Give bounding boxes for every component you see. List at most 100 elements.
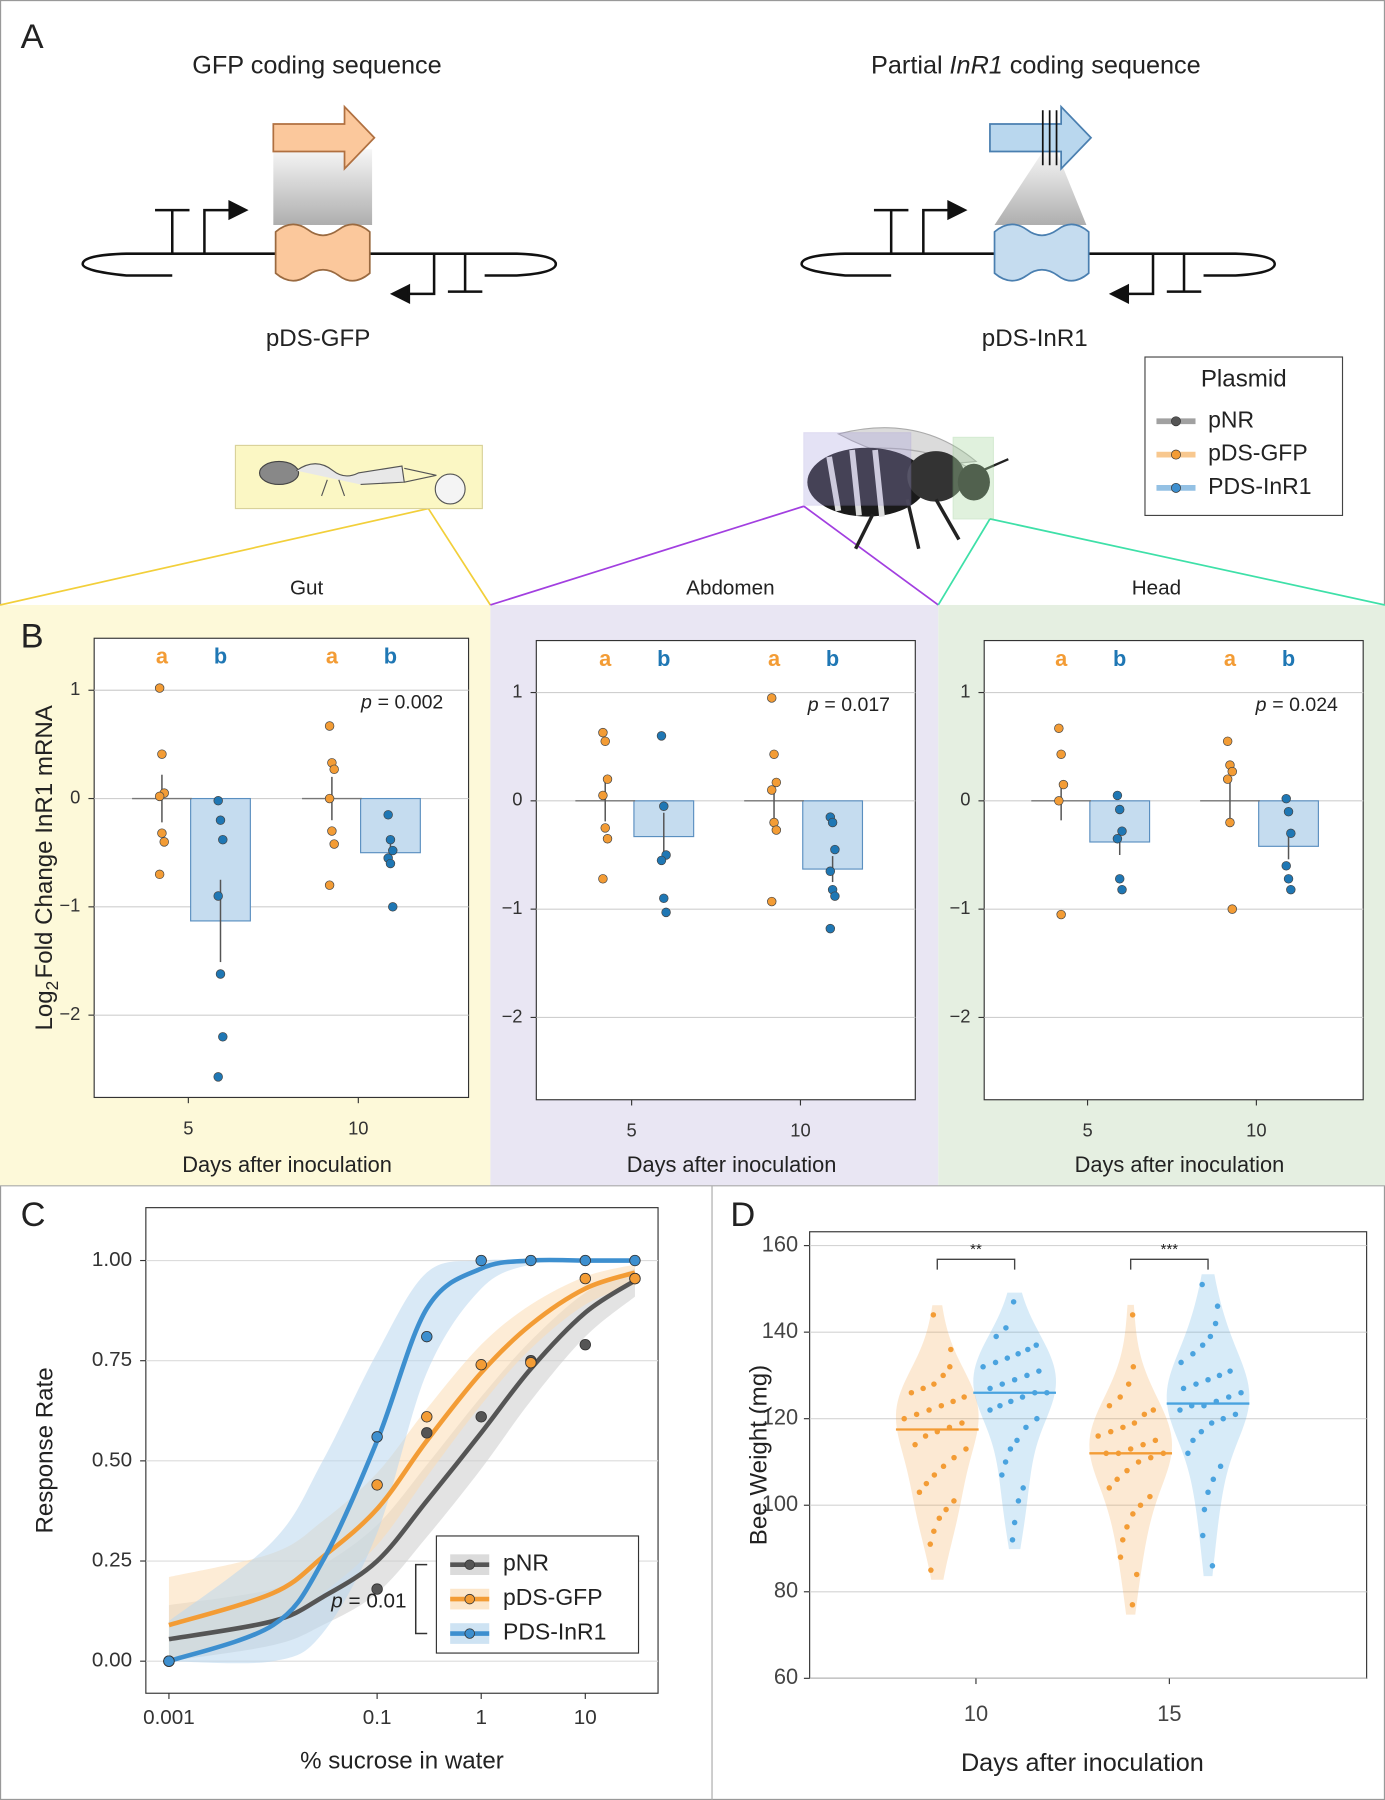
data-point (1209, 1563, 1216, 1569)
data-point (993, 1333, 999, 1340)
p-symbol: p (1255, 694, 1267, 716)
data-point (1212, 1320, 1219, 1327)
p-text: = 0.002 (378, 692, 444, 714)
data-point (980, 1364, 986, 1370)
data-point (1133, 1571, 1140, 1578)
significance-letter: b (826, 646, 839, 671)
data-point (157, 749, 167, 759)
data-point (1015, 1351, 1021, 1357)
data-point (827, 817, 838, 828)
p-value: p = 0.017 (807, 694, 890, 716)
significance-bracket (936, 1258, 1016, 1270)
data-point (959, 1420, 965, 1426)
y-tick-label: 0.00 (92, 1649, 132, 1672)
confidence-band (168, 1268, 635, 1662)
title-part: Partial (871, 51, 943, 79)
plasmid-diagram-right (800, 104, 1277, 304)
x-axis-label: Days after inoculation (182, 1152, 392, 1177)
data-point (475, 1359, 487, 1371)
data-point (598, 727, 608, 738)
legend-label: pNR (1208, 406, 1254, 432)
data-point (629, 1254, 641, 1267)
significance-letter: b (657, 646, 670, 671)
data-point (1131, 1420, 1138, 1426)
data-point (215, 815, 226, 825)
data-point (154, 683, 165, 693)
plasmid-insert-title: GFP coding sequence (192, 51, 441, 79)
data-point (938, 1402, 945, 1409)
y-axis-label: Response Rate (31, 1367, 58, 1533)
data-point (1222, 774, 1233, 784)
gut-illustration (234, 444, 483, 510)
data-point (771, 825, 782, 835)
data-point (963, 1446, 969, 1452)
data-point (475, 1254, 487, 1267)
legend-title: Plasmid (1201, 365, 1287, 392)
plasmid-name: pDS-GFP (266, 325, 371, 352)
data-point (629, 1272, 641, 1285)
data-point (1283, 874, 1294, 884)
data-point (931, 1381, 937, 1387)
data-point (1177, 1407, 1183, 1413)
data-point (1201, 1506, 1208, 1513)
x-tick-label: 5 (183, 1117, 193, 1138)
data-point (154, 791, 165, 802)
y-tick-label: 120 (762, 1404, 798, 1429)
data-point (930, 1312, 937, 1318)
data-point (1281, 861, 1291, 871)
data-point (388, 902, 398, 912)
confidence-band (168, 1259, 635, 1664)
data-point (329, 764, 339, 775)
data-point (951, 1498, 957, 1504)
data-point (659, 893, 669, 904)
y-label-sub: 2 (41, 981, 61, 991)
y-tick-label: 1 (70, 678, 80, 699)
data-point (825, 923, 836, 934)
data-point (943, 1506, 949, 1513)
panel-label: A (21, 18, 44, 56)
panel-title: Gut (290, 576, 324, 599)
y-tick-label: −2 (59, 1003, 80, 1024)
data-point (1130, 1511, 1136, 1517)
data-point (767, 896, 777, 907)
data-point (385, 834, 396, 845)
data-point (324, 721, 335, 731)
data-point (656, 731, 667, 741)
data-point (1117, 826, 1127, 836)
data-point (421, 1411, 433, 1423)
p-symbol: p (360, 692, 372, 714)
data-point (987, 1385, 993, 1392)
data-point (1120, 1537, 1126, 1543)
plot-area (93, 637, 470, 1099)
data-point (1286, 828, 1296, 839)
y-label-part: Log (31, 990, 58, 1030)
data-point (767, 785, 777, 795)
data-point (579, 1254, 591, 1267)
significance-stars: ** (970, 1241, 982, 1258)
data-point (1135, 1459, 1142, 1465)
data-point (1220, 1415, 1226, 1422)
data-point (1130, 1364, 1137, 1370)
data-point (661, 907, 671, 918)
p-text: = 0.01 (349, 1590, 407, 1613)
data-point (947, 1364, 953, 1370)
significance-letter: b (214, 644, 227, 669)
panel-label: C (21, 1196, 46, 1234)
data-point (1106, 1402, 1113, 1409)
y-tick-label: 0 (70, 786, 80, 807)
data-point (913, 1411, 920, 1418)
x-tick-label: 10 (790, 1120, 810, 1141)
data-point (371, 1431, 383, 1443)
data-point (1009, 1537, 1016, 1543)
legend-dot (464, 1628, 475, 1639)
data-point (1150, 1407, 1157, 1413)
y-tick-label: 0 (512, 789, 522, 810)
legend-dot (1171, 482, 1181, 493)
data-point (1129, 1312, 1136, 1318)
data-point (1217, 1463, 1224, 1470)
data-point (1117, 884, 1127, 895)
data-point (1225, 1394, 1232, 1400)
data-point (213, 796, 223, 806)
y-tick-label: −2 (949, 1005, 970, 1026)
y-axis-label: Log2 Fold Change InR1 mRNA (31, 704, 61, 1030)
